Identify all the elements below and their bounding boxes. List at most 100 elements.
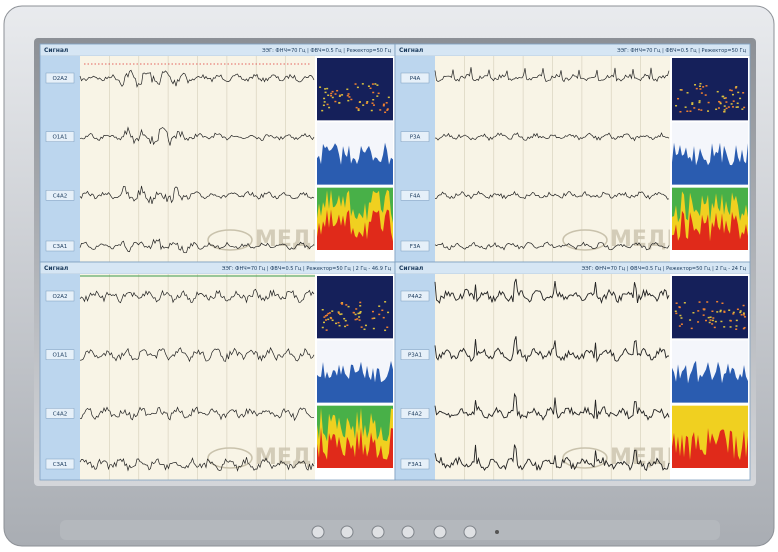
spectrogram-dot (348, 96, 350, 98)
channel-label: C4A2 (53, 193, 68, 199)
panel-info: ЭЭГ: ФНЧ=70 Гц | ФВЧ=0.5 Гц | Режектор=5… (222, 266, 392, 272)
spectrogram-dot (359, 319, 361, 321)
spectrogram-dot (330, 93, 332, 95)
spectrogram-dot (698, 109, 700, 111)
spectrogram-dot (724, 111, 726, 113)
spectrogram-dot (702, 86, 704, 88)
panel-title: Сигнал (399, 47, 423, 54)
spectrogram-dot (733, 312, 735, 314)
spectrogram-dot (343, 318, 345, 320)
spectrogram-dot (359, 305, 361, 307)
spectrogram-dot (720, 321, 722, 323)
spectrogram-dot (697, 321, 699, 323)
spectrogram-dot (731, 103, 733, 105)
spectrogram-dot (707, 110, 709, 112)
spectrogram-dot (323, 322, 325, 324)
spectrogram-dot (356, 107, 358, 109)
spectrogram-dot (744, 316, 746, 318)
spectrogram-dot (717, 91, 719, 93)
spectrogram-dot (356, 318, 358, 320)
spectrogram-dot (698, 102, 700, 104)
spectrogram-dot (373, 104, 375, 106)
channel-label: O1A1 (52, 353, 67, 359)
spectrogram-dot (703, 308, 705, 310)
spectrogram-dot (721, 303, 723, 305)
spectrogram-dot (372, 311, 374, 313)
label-column (395, 274, 435, 480)
spectrogram-tile (317, 276, 393, 338)
spectrogram-dot (732, 106, 734, 108)
spectrogram-dot (728, 106, 730, 108)
spectrogram-dot (341, 303, 343, 305)
spectrogram-dot (677, 98, 679, 100)
spectrogram-dot (726, 108, 728, 110)
spectrogram-dot (725, 101, 727, 103)
monitor-button[interactable] (341, 526, 353, 538)
spectrogram-dot (712, 317, 714, 319)
spectrogram-dot (319, 86, 321, 88)
spectrogram-dot (326, 329, 328, 331)
spectrogram-dot (737, 103, 739, 105)
spectrogram-dot (711, 311, 713, 313)
spectrogram-dot (680, 317, 682, 319)
spectrogram-dot (328, 107, 330, 109)
spectrogram-dot (357, 313, 359, 315)
channel-label: P4A (410, 76, 421, 82)
spectrogram-dot (741, 108, 743, 110)
spectrogram-dot (359, 101, 361, 103)
spectrogram-dot (359, 312, 361, 314)
spectrogram-dot (724, 98, 726, 100)
spectrogram-dot (709, 322, 711, 324)
monitor-button[interactable] (464, 526, 476, 538)
monitor-button[interactable] (402, 526, 414, 538)
spectrogram-dot (334, 101, 336, 103)
monitor-button[interactable] (372, 526, 384, 538)
spectrogram-dot (359, 302, 361, 304)
spectrogram-dot (332, 91, 334, 93)
spectrogram-dot (338, 322, 340, 324)
spectrogram-dot (358, 316, 360, 318)
spectrogram-dot (686, 110, 688, 112)
spectrogram-dot (384, 112, 386, 114)
spectrogram-dot (350, 99, 352, 101)
spectrogram-dot (699, 88, 701, 90)
spectrogram-dot (335, 93, 337, 95)
spectrogram-dot (678, 306, 680, 308)
spectrogram-dot (733, 100, 735, 102)
spectrogram-dot (675, 311, 677, 313)
eeg-panel: Сигнал ЭЭГ: ФНЧ=70 Гц | ФВЧ=0.5 Гц | Реже… (40, 262, 395, 480)
spectrogram-dot (691, 328, 693, 330)
spectrogram-dot (679, 111, 681, 113)
spectrogram-dot (387, 312, 389, 314)
spectrogram-dot (712, 320, 714, 322)
spectrogram-dot (711, 323, 713, 325)
spectrogram-dot (378, 93, 380, 95)
spectrogram-dot (330, 95, 332, 97)
monitor-button[interactable] (312, 526, 324, 538)
spectrogram-dot (741, 314, 743, 316)
spectrogram-dot (685, 106, 687, 108)
spectrogram-dot (372, 92, 374, 94)
panel-info: ЭЭГ: ФНЧ=70 Гц | ФВЧ=0.5 Гц | Режектор=5… (262, 48, 391, 54)
panel-title: Сигнал (44, 265, 68, 272)
spectrogram-dot (676, 302, 678, 304)
spectrogram-dot (386, 102, 388, 104)
spectrogram-dot (330, 318, 332, 320)
spectrogram-dot (327, 319, 329, 321)
spectrogram-dot (723, 326, 725, 328)
spectrogram-dot (691, 102, 693, 104)
spectrogram-dot (699, 100, 701, 102)
spectrogram-dot (325, 92, 327, 94)
channel-label: P4A2 (408, 294, 422, 300)
panel-info: ЭЭГ: ФНЧ=70 Гц | ФВЧ=0.5 Гц | Режектор=5… (582, 266, 747, 272)
spectrogram-dot (347, 100, 349, 102)
panel-title: Сигнал (44, 47, 68, 54)
label-column (395, 56, 435, 262)
spectrogram-dot (372, 99, 374, 101)
spectrogram-dot (358, 110, 360, 112)
spectrogram-dot (348, 93, 350, 95)
channel-label: C3A1 (53, 244, 68, 250)
spectrogram-dot (322, 309, 324, 311)
monitor-button[interactable] (434, 526, 446, 538)
spectrogram-dot (324, 88, 326, 90)
